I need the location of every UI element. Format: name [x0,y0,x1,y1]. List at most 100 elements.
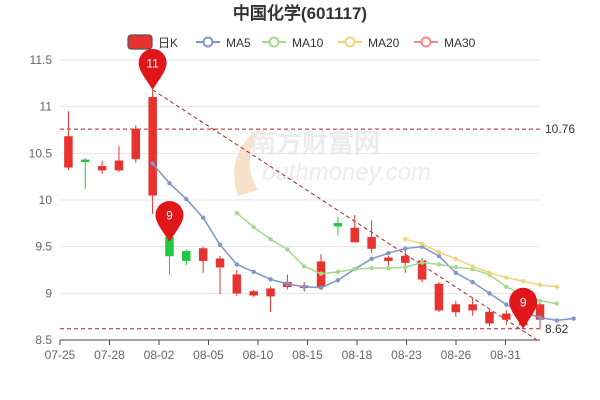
y-tick-label-0: 8.5 [35,333,52,347]
point-ma20-1 [419,241,425,247]
point-ma20-4 [470,264,475,269]
chart-legend: 日K MA5 MA10 MA20 MA30 [127,34,476,50]
point-ma20-5 [487,270,492,275]
legend-item-ma20: MA20 [338,36,400,50]
price-pins: 11 9 9 [138,48,538,329]
x-tick-label-8: 08-26 [441,348,472,362]
pin-shape [509,287,538,329]
legend-label-kline: 日K [158,36,178,50]
point-ma5-8 [285,281,290,287]
candle-body [97,166,107,171]
point-ma5-24 [554,318,560,323]
candle-23 [451,300,461,317]
legend-label-ma20: MA20 [368,36,400,50]
point-ma5-25 [571,316,576,321]
point-ma10-10 [403,265,408,270]
legend-item-ma30: MA30 [414,36,476,50]
x-tick-label-7: 08-23 [391,348,422,362]
point-ma20-7 [520,279,526,284]
legend-label-ma30: MA30 [444,36,476,50]
legend-label-ma5: MA5 [226,36,251,50]
x-axis: 07-25 07-28 08-02 08-05 08-10 08-15 08-18 08-23… [45,340,521,362]
y-tick-label-4: 10.5 [29,146,53,160]
point-ma10-12 [436,262,442,267]
candle-17 [350,214,359,243]
pin-label: 9 [520,295,527,309]
candle-body [198,248,208,261]
watermark-logo [234,128,262,196]
x-tick-label-1: 07-28 [94,348,125,362]
point-ma5-10 [318,285,324,290]
candle-9 [215,256,225,295]
candle-body [232,274,242,294]
candle-body [384,257,393,261]
point-ma5-5 [234,262,240,267]
candle-1 [81,158,90,189]
point-ma20-3 [453,256,458,261]
x-tick-label-6: 08-18 [342,348,373,362]
point-ma10-5 [318,271,324,276]
candle-4 [131,125,141,163]
candle-body [131,128,141,160]
point-ma5-1 [167,181,172,186]
moving-average-lines [150,161,576,323]
point-ma10-19 [554,301,560,306]
pin-shape [138,48,167,90]
x-tick-label-0: 07-25 [45,348,76,362]
candle-body [502,313,511,320]
point-ma10-8 [369,265,374,271]
point-ma10-11 [419,260,425,265]
candle-body [451,304,461,313]
point-ma10-1 [251,224,256,230]
pin-label: 9 [166,209,173,223]
chart-title: 中国化学(601117) [233,3,367,23]
point-ma5-19 [470,279,475,285]
point-ma10-18 [537,298,543,303]
point-ma5-20 [487,291,492,296]
legend-kline-swatch [127,34,153,50]
y-tick-label-5: 11 [40,100,53,114]
candle-5 [148,89,157,214]
legend-item-kline: 日K [127,34,178,50]
candle-body [434,283,444,311]
point-ma5-0 [150,161,155,166]
candle-body [182,251,191,261]
trend-line-dashed [152,89,541,343]
candle-8 [198,246,208,273]
legend-marker-ma10 [268,36,280,48]
legend-marker-ma5 [202,36,214,48]
candle-body [81,159,90,162]
candle-body [333,223,343,227]
point-ma5-21 [504,302,509,307]
point-ma10-13 [453,265,458,270]
candle-19 [384,256,393,266]
trend-line [152,89,541,343]
candle-25 [485,310,494,326]
candle-22 [434,282,444,312]
legend-marker-ma20 [344,36,356,48]
x-tick-label-5: 08-15 [292,348,323,362]
y-tick-label-6: 11.5 [30,53,53,67]
legend-item-ma5: MA5 [196,36,251,50]
point-ma20-6 [504,275,509,280]
x-tick-label-4: 08-10 [243,348,274,362]
reference-label-0: 10.76 [545,122,575,136]
point-ma20-9 [554,284,560,289]
candle-body [249,291,258,296]
point-ma20-0 [403,237,408,242]
line-ma20 [405,238,557,288]
watermark-en: outhmoney.com [262,159,431,186]
point-ma5-17 [436,253,442,259]
pin-1: 9 [155,201,184,242]
point-ma20-8 [537,282,543,288]
legend-marker-ma30 [420,36,432,48]
reference-label-1: 8.62 [545,322,569,336]
candle-body [367,237,376,249]
reference-lines: 10.76 8.62 [60,122,575,336]
candle-7 [182,249,191,266]
point-ma5-23 [537,315,543,320]
candle-body [266,288,275,297]
point-ma5-13 [369,256,374,261]
candle-26 [502,310,511,326]
